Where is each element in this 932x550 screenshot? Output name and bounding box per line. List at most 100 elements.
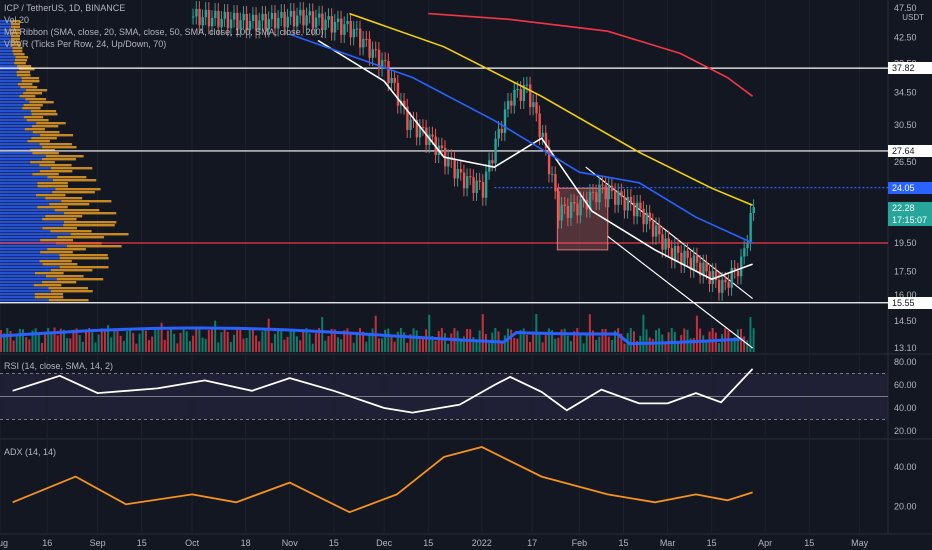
price-level-tag: 24.05	[888, 181, 932, 194]
candle-body	[683, 250, 686, 265]
volume-profile-up-bar	[0, 44, 12, 47]
candle-body	[566, 205, 570, 218]
volume-bar	[683, 328, 686, 352]
candle-body	[261, 13, 264, 21]
candle-body	[551, 174, 554, 176]
volume-bar	[292, 328, 295, 352]
volume-bar	[330, 328, 333, 352]
price-level-tag: 27.64	[888, 144, 932, 157]
volume-bar	[705, 341, 708, 352]
volume-profile-down-bar	[30, 161, 55, 164]
volume-bar	[560, 329, 563, 352]
volume-bar	[664, 342, 667, 352]
volume-bar	[201, 337, 204, 352]
candle-body	[702, 262, 705, 276]
volume-bar	[97, 334, 100, 352]
volume-bar	[752, 328, 755, 352]
candle-body	[223, 11, 226, 19]
volume-profile-up-bar	[0, 89, 26, 92]
volume-bar	[28, 339, 31, 352]
volume-bar	[170, 328, 173, 352]
volume-profile-down-bar	[63, 224, 115, 227]
legend-vpvr: VPVR (Ticks Per Row, 24, Up/Down, 70)	[4, 39, 167, 49]
volume-profile-up-bar	[0, 71, 17, 74]
series-line-sma-20	[317, 39, 753, 281]
volume-profile-up-bar	[0, 209, 55, 212]
volume-bar	[302, 330, 305, 352]
volume-profile-up-bar	[0, 260, 40, 263]
volume-profile-up-bar	[0, 296, 35, 299]
candle-body	[601, 184, 604, 186]
candle-body	[318, 13, 321, 18]
volume-bar	[273, 333, 276, 352]
volume-profile-down-bar	[50, 269, 93, 272]
price-tick-label: 19.50	[894, 238, 917, 248]
volume-bar	[85, 331, 88, 352]
volume-bar	[654, 330, 657, 352]
candle-body	[510, 100, 513, 106]
volume-bar	[529, 342, 532, 352]
candle-body	[588, 191, 592, 210]
volume-bar	[576, 328, 579, 352]
candle-body	[214, 10, 217, 18]
volume-bar	[107, 325, 110, 352]
volume-bar	[223, 328, 226, 352]
volume-bar	[403, 332, 406, 352]
candle-body	[384, 60, 387, 62]
volume-profile-down-bar	[47, 176, 87, 179]
channel-lower-line	[607, 235, 753, 349]
series-line-sma-50	[289, 33, 753, 244]
candle-body	[412, 119, 415, 121]
volume-bar	[598, 336, 601, 352]
volume-bar	[88, 328, 91, 352]
volume-bar	[135, 343, 138, 352]
volume-profile-up-bar	[0, 74, 17, 77]
volume-profile-down-bar	[16, 74, 31, 77]
candle-body	[280, 11, 283, 18]
candle-body	[217, 10, 220, 28]
candle-body	[330, 16, 334, 33]
volume-profile-down-bar	[11, 41, 20, 44]
volume-bar	[340, 339, 343, 352]
candle-body	[506, 100, 510, 110]
candle-body	[459, 169, 463, 173]
candle-body	[466, 176, 469, 189]
candle-body	[692, 255, 696, 270]
volume-profile-down-bar	[12, 50, 23, 53]
candle-body	[677, 246, 680, 253]
adx-tick-label: 40.00	[894, 462, 917, 472]
volume-bar	[573, 331, 576, 352]
candle-body	[220, 18, 223, 28]
volume-bar	[318, 328, 321, 352]
candle-body	[195, 8, 198, 17]
candle-body	[305, 15, 308, 26]
volume-profile-down-bar	[12, 47, 23, 50]
candle-body	[629, 196, 633, 203]
volume-profile-down-bar	[48, 287, 89, 290]
volume-profile-up-bar	[0, 101, 30, 104]
volume-bar	[692, 338, 695, 352]
volume-profile-down-bar	[39, 170, 73, 173]
volume-profile-down-bar	[32, 125, 59, 128]
candle-body	[538, 113, 541, 137]
volume-bar	[0, 330, 2, 352]
volume-profile-down-bar	[15, 56, 29, 59]
candle-body	[639, 202, 642, 209]
candle-body	[390, 77, 393, 84]
volume-bar	[554, 338, 557, 352]
legend-vol: Vol 20	[4, 15, 30, 25]
candle-body	[670, 248, 674, 261]
volume-profile-up-bar	[0, 47, 13, 50]
x-tick-label: 16	[42, 538, 52, 548]
volume-profile-up-bar	[0, 125, 33, 128]
volume-bar	[343, 330, 346, 352]
volume-profile-down-bar	[66, 245, 122, 248]
x-tick-label: May	[851, 538, 869, 548]
candle-body	[346, 21, 349, 25]
volume-profile-down-bar	[59, 266, 109, 269]
volume-profile-down-bar	[32, 131, 60, 134]
volume-bar	[154, 329, 157, 352]
candle-body	[513, 89, 516, 106]
